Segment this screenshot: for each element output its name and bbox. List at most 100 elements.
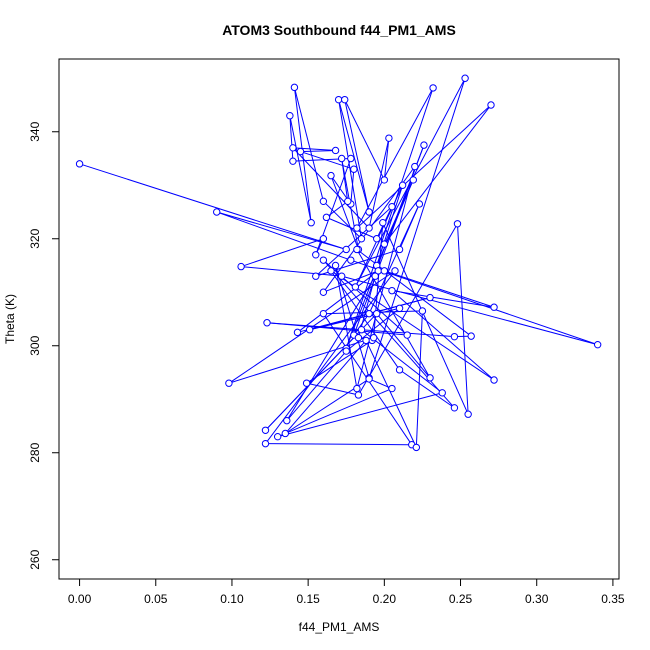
series-segment (378, 315, 429, 376)
series-segment (415, 314, 423, 445)
series-segment (384, 141, 390, 177)
series-segment (350, 172, 355, 201)
data-point (398, 181, 407, 189)
series-segment (219, 212, 344, 250)
series-segment (335, 268, 357, 386)
x-tick-label: 0.30 (525, 592, 549, 606)
series-segment (394, 292, 492, 379)
data-point (379, 219, 387, 227)
series-segment (345, 102, 384, 178)
series-segment (377, 182, 413, 263)
data-point (403, 331, 411, 339)
series-segment (369, 81, 465, 375)
series-segment (289, 118, 312, 220)
series-segment (371, 379, 390, 388)
x-tick-label: 0.20 (373, 592, 397, 606)
data-point (351, 283, 360, 291)
data-point (357, 325, 366, 334)
data-point (369, 334, 378, 342)
data-point (344, 197, 352, 206)
data-point (395, 304, 404, 313)
data-point (353, 224, 361, 232)
series-segment (385, 107, 490, 242)
data-point (347, 256, 355, 264)
data-point (490, 376, 498, 384)
data-point (365, 208, 373, 216)
data-point (353, 384, 361, 393)
series-segment (401, 371, 453, 407)
data-point (327, 267, 335, 275)
data-point (429, 84, 437, 92)
chart-title: ATOM3 Southbound f44_PM1_AMS (222, 22, 456, 38)
data-point (371, 272, 379, 280)
series-layer (75, 74, 602, 452)
data-point (426, 374, 434, 382)
data-point (322, 213, 331, 222)
series-segment (326, 310, 420, 315)
series-segment (338, 102, 362, 236)
series-segment (294, 149, 368, 227)
data-point (373, 235, 381, 243)
data-point (312, 251, 320, 259)
data-point (593, 340, 602, 349)
data-point (213, 208, 221, 216)
data-point (319, 288, 328, 296)
series-segment (299, 272, 376, 331)
x-tick-label: 0.05 (144, 592, 168, 606)
data-point (261, 426, 270, 434)
data-point (490, 303, 498, 311)
data-point (354, 334, 363, 342)
series-segment (287, 342, 365, 432)
series-segment (358, 279, 375, 335)
series-segment (82, 164, 344, 249)
data-point (487, 101, 495, 109)
series-segment (317, 208, 390, 275)
series-segment (457, 226, 469, 412)
data-point (391, 267, 399, 275)
data-point (409, 176, 417, 184)
series-segment (344, 276, 595, 345)
data-point (289, 157, 297, 165)
data-point (289, 144, 297, 152)
series-points (75, 74, 602, 452)
series-segment (328, 202, 346, 216)
data-point (225, 379, 233, 387)
x-axis-label: f44_PM1_AMS (299, 620, 380, 634)
x-tick-label: 0.25 (449, 592, 473, 606)
data-point (331, 146, 340, 155)
series-line (82, 80, 595, 446)
data-point (296, 147, 305, 156)
series-segment (303, 150, 333, 152)
series-segment (363, 331, 441, 392)
series-segment (243, 239, 321, 267)
y-axis: 260 280 300 320 340 (28, 121, 60, 570)
data-point (385, 134, 393, 142)
series-segment (266, 273, 394, 442)
data-point (319, 309, 328, 318)
data-point (307, 219, 315, 227)
data-point (453, 220, 462, 228)
data-point (380, 176, 389, 184)
data-point (426, 293, 434, 302)
series-segment (280, 389, 390, 436)
data-point (388, 384, 396, 393)
data-point (337, 154, 346, 163)
series-segment (377, 188, 403, 263)
series-segment (289, 118, 294, 159)
series-segment (331, 178, 358, 247)
x-axis: 0.00 0.05 0.10 0.15 0.20 0.25 0.30 0.35 (68, 578, 625, 606)
series-segment (353, 260, 595, 345)
data-point (395, 245, 404, 254)
data-point (388, 286, 396, 295)
data-point (347, 154, 355, 163)
data-point (450, 404, 459, 412)
series-segment (326, 271, 376, 292)
series-segment (325, 262, 453, 406)
x-tick-label: 0.10 (220, 592, 244, 606)
data-point (464, 410, 472, 418)
data-point (412, 443, 421, 452)
series-segment (359, 226, 457, 393)
series-segment (387, 271, 492, 307)
series-segment (332, 177, 350, 202)
data-point (380, 267, 389, 275)
